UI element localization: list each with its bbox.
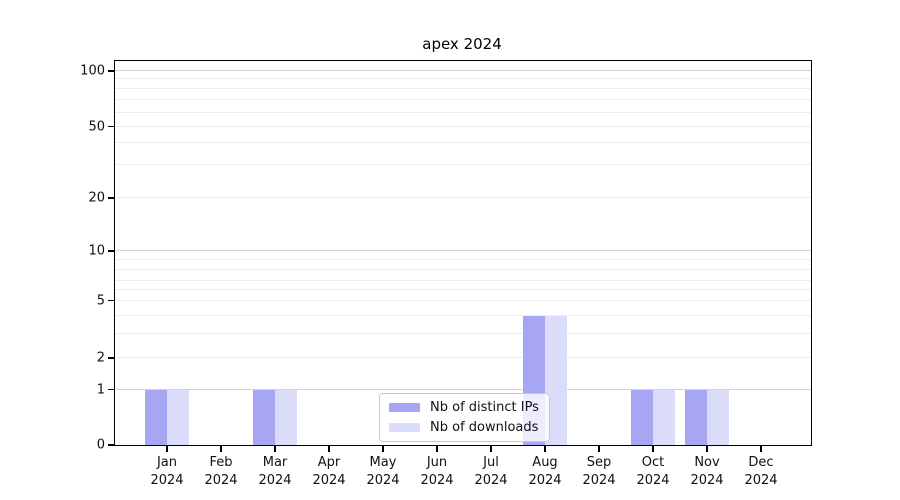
x-tick-mark-dec	[760, 446, 762, 452]
y-tick-label-20: 20	[88, 190, 105, 206]
x-tick-label-apr: Apr 2024	[312, 455, 346, 488]
y-tick-label-0: 0	[96, 437, 105, 453]
x-tick-label-aug: Aug 2024	[528, 455, 562, 488]
gridline-major-1	[115, 388, 811, 390]
gridline-minor-50	[115, 125, 811, 127]
bar-downloads-jan	[167, 389, 189, 445]
x-tick-label-jun: Jun 2024	[420, 455, 454, 488]
plot-area: Nb of distinct IPs Nb of downloads 0 1 2 5 1…	[80, 60, 812, 488]
x-tick-mark-apr	[328, 446, 330, 452]
y-tick-mark-100	[108, 70, 114, 72]
y-tick-label-10: 10	[88, 243, 105, 259]
y-tick-label-5: 5	[96, 293, 105, 308]
x-tick-mark-oct	[652, 446, 654, 452]
gridline-minor-8	[115, 269, 811, 270]
x-tick-mark-jul	[490, 446, 492, 452]
x-tick-label-jan: Jan 2024	[150, 455, 184, 488]
y-tick-label-50: 50	[88, 119, 105, 134]
bar-downloads-oct	[653, 389, 675, 445]
y-tick-label-1: 1	[96, 382, 105, 397]
legend-item-downloads: Nb of downloads	[389, 420, 539, 435]
bar-distinct_ips-jan	[145, 389, 167, 445]
chart-title: apex 2024	[422, 35, 502, 53]
gridline-minor-7	[115, 280, 811, 281]
bar-downloads-nov	[707, 389, 729, 445]
y-tick-mark-5	[108, 299, 114, 302]
bar-distinct_ips-oct	[631, 389, 653, 445]
x-tick-mark-aug	[544, 446, 546, 452]
y-tick-mark-2	[108, 357, 114, 359]
gridline-minor-40	[115, 142, 811, 143]
x-tick-label-dec: Dec 2024	[744, 455, 778, 488]
y-tick-mark-20	[108, 197, 114, 199]
x-tick-mark-mar	[274, 446, 276, 452]
gridline-major-100	[115, 70, 811, 71]
y-tick-label-100: 100	[80, 63, 105, 79]
x-tick-mark-may	[382, 446, 384, 452]
gridline-minor-30	[115, 163, 811, 165]
x-tick-mark-jan	[166, 446, 168, 452]
gridline-minor-80	[115, 88, 811, 89]
x-tick-mark-sep	[598, 446, 600, 452]
y-tick-label-2: 2	[96, 350, 105, 366]
legend-label-downloads: Nb of downloads	[430, 420, 539, 435]
gridline-major-10	[115, 250, 811, 251]
gridline-minor-4	[115, 315, 811, 316]
bar-downloads-aug	[545, 316, 567, 445]
legend-swatch-distinct-ips-icon	[389, 403, 420, 412]
gridline-minor-20	[115, 197, 811, 198]
x-tick-label-feb: Feb 2024	[204, 455, 238, 488]
x-tick-label-nov: Nov 2024	[690, 455, 724, 488]
bar-distinct_ips-mar	[253, 389, 275, 445]
gridline-minor-70	[115, 98, 811, 100]
bar-distinct_ips-nov	[685, 389, 707, 445]
x-tick-label-mar: Mar 2024	[258, 455, 292, 488]
legend-swatch-downloads-icon	[389, 423, 420, 432]
y-tick-mark-10	[108, 250, 114, 252]
gridline-minor-9	[115, 259, 811, 260]
y-tick-mark-50	[108, 125, 114, 128]
legend-item-distinct-ips: Nb of distinct IPs	[389, 400, 539, 415]
x-tick-label-sep: Sep 2024	[582, 455, 616, 488]
gridline-minor-2	[115, 357, 811, 358]
gridline-minor-5	[115, 299, 811, 301]
x-tick-mark-nov	[706, 446, 708, 452]
x-tick-mark-feb	[220, 446, 222, 452]
bar-downloads-mar	[275, 389, 297, 445]
gridline-minor-3	[115, 333, 811, 334]
gridline-minor-90	[115, 78, 811, 80]
legend-label-distinct-ips: Nb of distinct IPs	[430, 400, 539, 415]
x-tick-label-may: May 2024	[366, 455, 400, 488]
gridline-minor-60	[115, 112, 811, 113]
y-tick-mark-0	[108, 444, 114, 446]
x-tick-mark-jun	[436, 446, 438, 452]
y-tick-mark-1	[108, 388, 114, 391]
x-tick-label-oct: Oct 2024	[636, 455, 670, 488]
gridline-minor-6	[115, 289, 811, 290]
legend: Nb of distinct IPs Nb of downloads	[379, 393, 550, 442]
x-tick-label-jul: Jul 2024	[474, 455, 508, 488]
